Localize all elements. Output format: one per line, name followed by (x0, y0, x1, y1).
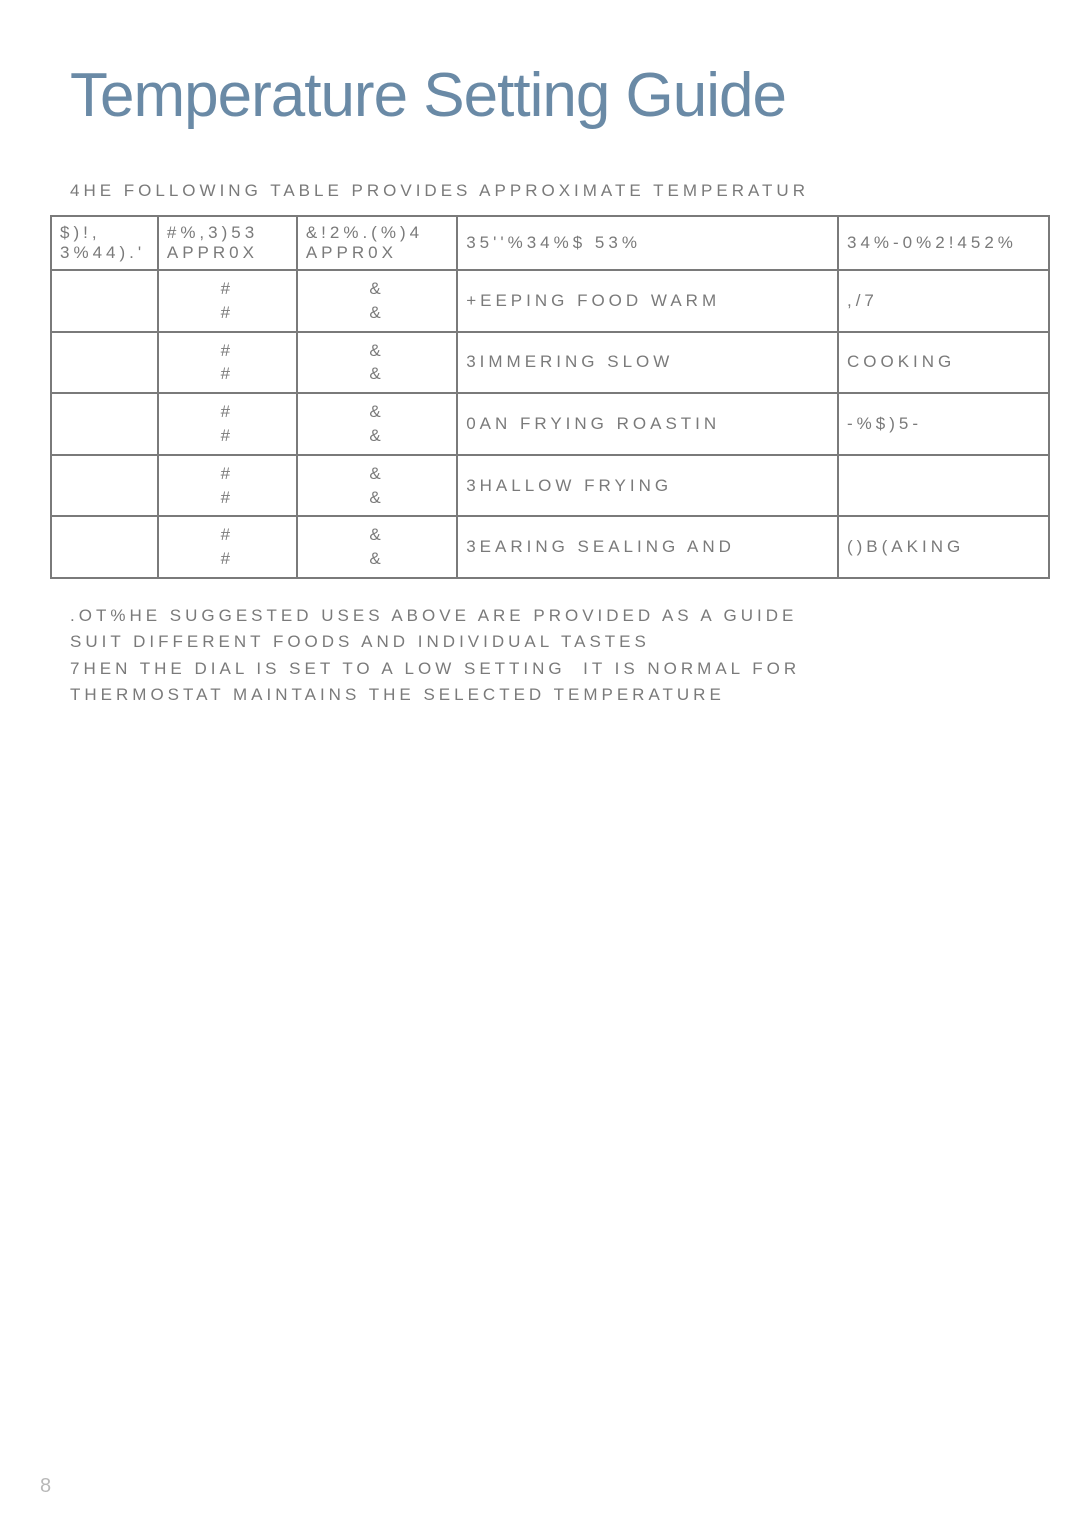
cell-celsius: # # (158, 516, 297, 578)
cell-dial (51, 393, 158, 455)
page-title: Temperature Setting Guide (70, 60, 1020, 131)
cell-use: 3IMMERING SLOW (457, 332, 838, 394)
temperature-table: $)!, 3%44).' #%,3)53 APPR0X &!2%.(%)4 AP… (50, 215, 1050, 579)
hdr-fahrenheit: &!2%.(%)4 APPR0X (297, 216, 457, 270)
hdr-suggested-use: 35''%34%$ 53% (457, 216, 838, 270)
intro-text: 4HE FOLLOWING TABLE PROVIDES APPROXIMATE… (70, 181, 1020, 201)
hdr-dial: $)!, 3%44).' (51, 216, 158, 270)
cell-celsius: # # (158, 332, 297, 394)
cell-struct: -%$)5- (838, 393, 1049, 455)
cell-celsius: # # (158, 455, 297, 517)
cell-use: 3HALLOW FRYING (457, 455, 838, 517)
page-number: 8 (40, 1475, 51, 1498)
cell-fahrenheit: & & (297, 393, 457, 455)
cell-dial (51, 270, 158, 332)
cell-struct: COOKING (838, 332, 1049, 394)
cell-dial (51, 455, 158, 517)
cell-celsius: # # (158, 270, 297, 332)
cell-celsius: # # (158, 393, 297, 455)
cell-struct: ,/7 (838, 270, 1049, 332)
cell-struct: ()B(AKING (838, 516, 1049, 578)
cell-use: +EEPING FOOD WARM (457, 270, 838, 332)
table-row: # # & & 3HALLOW FRYING (51, 455, 1049, 517)
hdr-structure: 34%-0%2!452% (838, 216, 1049, 270)
cell-dial (51, 516, 158, 578)
cell-struct (838, 455, 1049, 517)
table-row: # # & & +EEPING FOOD WARM ,/7 (51, 270, 1049, 332)
cell-fahrenheit: & & (297, 516, 457, 578)
table-row: # # & & 3EARING SEALING AND ()B(AKING (51, 516, 1049, 578)
cell-fahrenheit: & & (297, 455, 457, 517)
cell-fahrenheit: & & (297, 270, 457, 332)
table-body: # # & & +EEPING FOOD WARM ,/7 # # & & (51, 270, 1049, 578)
table-row: # # & & 3IMMERING SLOW COOKING (51, 332, 1049, 394)
table-row: # # & & 0AN FRYING ROASTIN -%$)5- (51, 393, 1049, 455)
table-header-row: $)!, 3%44).' #%,3)53 APPR0X &!2%.(%)4 AP… (51, 216, 1049, 270)
note-text: .OT%HE SUGGESTED USES ABOVE ARE PROVIDED… (70, 603, 1020, 708)
cell-use: 3EARING SEALING AND (457, 516, 838, 578)
cell-dial (51, 332, 158, 394)
cell-fahrenheit: & & (297, 332, 457, 394)
cell-use: 0AN FRYING ROASTIN (457, 393, 838, 455)
hdr-celsius: #%,3)53 APPR0X (158, 216, 297, 270)
page: Temperature Setting Guide 4HE FOLLOWING … (0, 0, 1080, 1532)
